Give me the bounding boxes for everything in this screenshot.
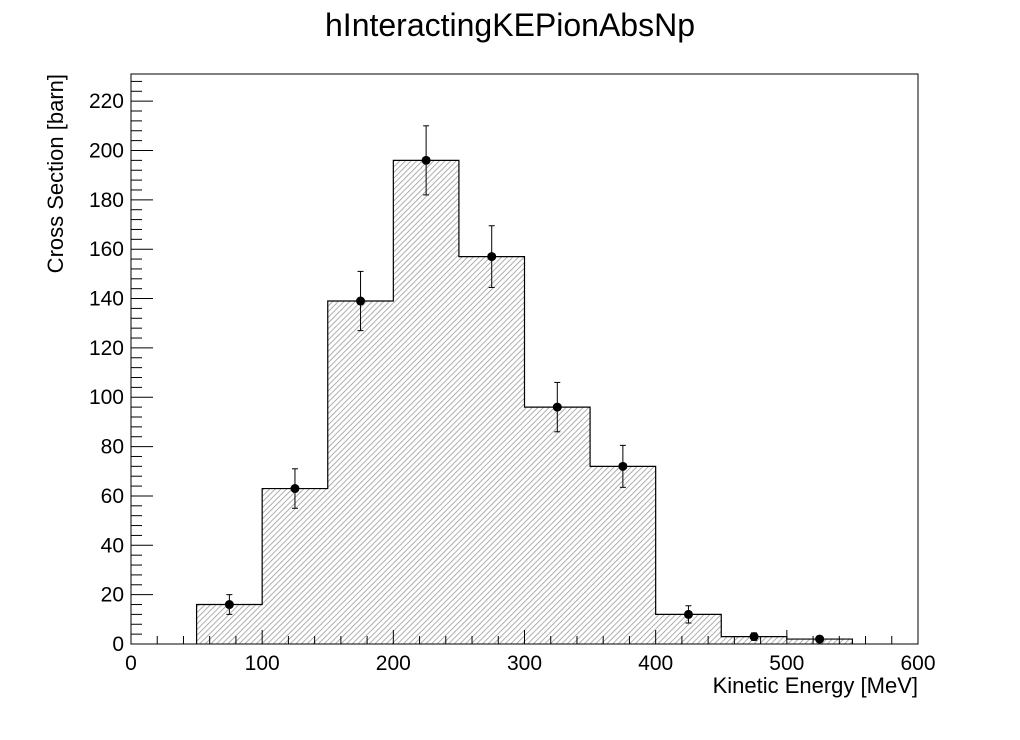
- y-tick-label: 100: [89, 386, 124, 409]
- data-point: [618, 461, 628, 471]
- data-point: [552, 402, 562, 412]
- x-axis-label: Kinetic Energy [MeV]: [713, 673, 918, 698]
- data-point: [487, 252, 497, 262]
- y-tick-label: 140: [89, 288, 124, 311]
- data-point: [290, 484, 300, 494]
- y-tick-label: 20: [101, 584, 124, 607]
- plot-frame: [130, 73, 919, 645]
- data-point: [815, 634, 825, 644]
- x-tick-label: 100: [245, 652, 280, 675]
- data-point: [421, 155, 431, 165]
- chart-title: hInteractingKEPionAbsNp: [325, 7, 695, 43]
- data-point: [749, 632, 759, 642]
- x-tick-label: 300: [507, 652, 542, 675]
- histogram-bar: [590, 466, 656, 644]
- y-tick-label: 0: [112, 633, 124, 656]
- histogram-bar: [458, 256, 525, 644]
- y-tick-label: 120: [89, 337, 124, 360]
- x-tick-label: 500: [769, 652, 804, 675]
- y-tick-label: 200: [89, 139, 124, 162]
- y-tick-label: 40: [101, 534, 124, 557]
- y-tick-label: 160: [89, 238, 124, 261]
- x-tick-label: 400: [638, 652, 673, 675]
- data-point: [356, 296, 366, 306]
- y-tick-label: 180: [89, 189, 124, 212]
- histogram-bar: [262, 488, 328, 644]
- y-tick-label: 80: [101, 436, 124, 459]
- y-tick-label: 60: [101, 485, 124, 508]
- data-point: [224, 600, 234, 610]
- y-tick-label: 220: [89, 90, 124, 113]
- x-tick-label: 200: [376, 652, 411, 675]
- data-point: [683, 609, 693, 619]
- histogram-bar: [524, 407, 591, 644]
- x-tick-label: 0: [125, 652, 137, 675]
- histogram-bar: [327, 301, 394, 644]
- y-axis-label: Cross Section [barn]: [43, 74, 68, 273]
- histogram-bar: [393, 160, 459, 644]
- plot-area: 0 100 200 300 400 500 600 0 20 40 60 80 100 120 140 160…: [89, 80, 936, 675]
- x-tick-label: 600: [900, 652, 935, 675]
